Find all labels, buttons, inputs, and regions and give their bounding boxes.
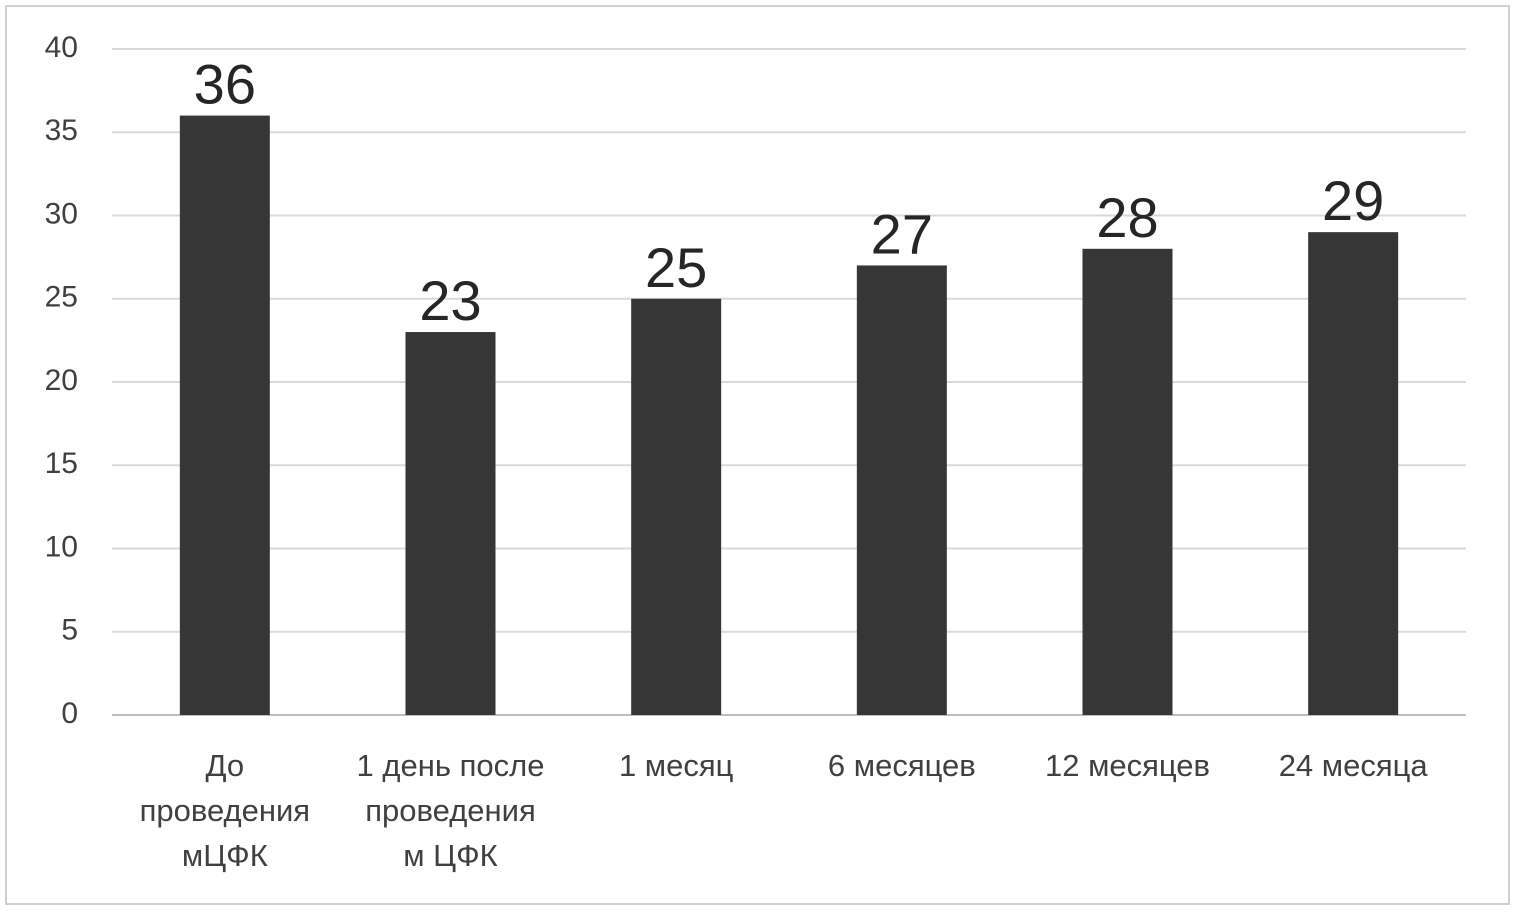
bar	[631, 298, 722, 715]
bar	[405, 332, 496, 715]
data-label: 29	[1322, 169, 1384, 232]
data-label: 28	[1096, 186, 1158, 249]
data-label: 25	[645, 236, 707, 299]
y-tick-label: 0	[61, 697, 78, 730]
category-label: мЦФК	[182, 838, 268, 873]
bar	[179, 115, 270, 716]
category-label: До	[206, 748, 245, 783]
y-tick-label: 10	[45, 530, 78, 563]
gridlines	[112, 48, 1466, 716]
data-label: 23	[419, 269, 481, 332]
x-axis-category-labels: До проведения мЦФК 1 день после проведения м …	[140, 748, 1429, 873]
y-tick-label: 20	[45, 364, 78, 397]
y-tick-label: 40	[45, 31, 78, 64]
category-label: 6 месяцев	[828, 748, 976, 783]
category-label: 1 месяц	[619, 748, 734, 783]
bar	[1308, 232, 1399, 715]
y-tick-label: 30	[45, 197, 78, 230]
category-label: 1 день после	[357, 748, 545, 783]
category-label: 24 месяца	[1279, 748, 1429, 783]
category-label: 12 месяцев	[1045, 748, 1210, 783]
category-label: проведения	[365, 793, 536, 828]
y-tick-label: 5	[61, 614, 78, 647]
category-label: м ЦФК	[403, 838, 497, 873]
data-label: 27	[871, 202, 933, 265]
category-label: проведения	[140, 793, 311, 828]
bar	[856, 265, 947, 715]
y-tick-label: 15	[45, 447, 78, 480]
y-tick-label: 35	[45, 114, 78, 147]
y-tick-label: 25	[45, 281, 78, 314]
bar	[1082, 248, 1173, 716]
data-labels: 36 23 25 27 28 29	[194, 53, 1385, 332]
y-axis-tick-labels: 0 5 10 15 20 25 30 35 40	[45, 31, 78, 730]
bars	[179, 115, 1399, 716]
data-label: 36	[194, 53, 256, 116]
